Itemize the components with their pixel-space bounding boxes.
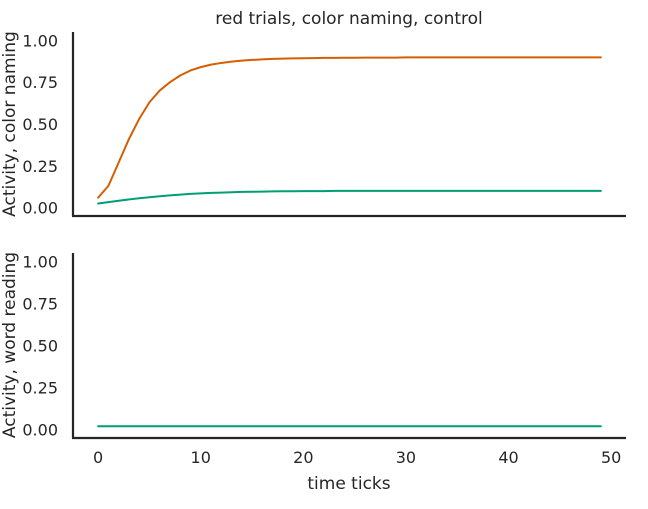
x-tick-label: 0 — [93, 448, 103, 467]
y-tick-label-bottom: 0.50 — [22, 337, 58, 356]
y-axis-label-top: Activity, color naming — [0, 31, 20, 217]
y-tick-label-top: 0.00 — [22, 199, 58, 218]
x-tick-label: 10 — [191, 448, 211, 467]
y-axis-label-bottom: Activity, word reading — [0, 252, 20, 438]
x-tick-label: 50 — [601, 448, 621, 467]
y-tick-label-top: 1.00 — [22, 31, 58, 50]
y-tick-label-bottom: 0.00 — [22, 421, 58, 440]
y-tick-label-top: 0.25 — [22, 157, 58, 176]
x-tick-label: 20 — [293, 448, 313, 467]
y-tick-label-bottom: 1.00 — [22, 252, 58, 271]
plot-area: 0.00 0.25 0.50 0.75 1.00 0.00 0.25 0.50 0.75 1.00… — [22, 31, 626, 467]
series-line-top-1 — [97, 189, 602, 205]
x-tick-label: 30 — [396, 448, 416, 467]
x-axis-label: time ticks — [307, 474, 390, 494]
y-tick-label-top: 0.50 — [22, 115, 58, 134]
y-tick-label-bottom: 0.75 — [22, 294, 58, 313]
chart-title: red trials, color naming, control — [215, 9, 483, 29]
y-tick-label-bottom: 0.25 — [22, 379, 58, 398]
y-tick-label-top: 0.75 — [22, 73, 58, 92]
series-line-top-0 — [97, 56, 602, 199]
x-tick-label: 40 — [498, 448, 518, 467]
